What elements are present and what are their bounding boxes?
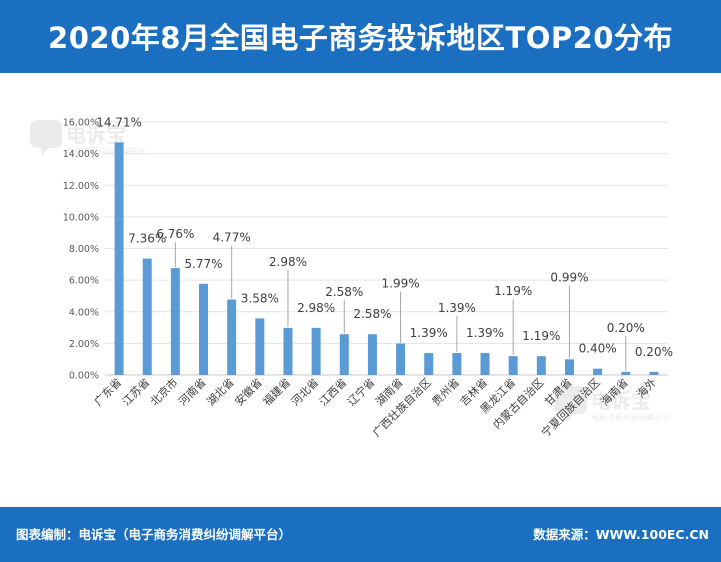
x-axis-labels: 广东省江苏省北京市河南省湖北省安徽省福建省河北省江西省辽宁省湖南省广西壮族自治区… <box>92 375 659 439</box>
bar <box>564 359 574 375</box>
data-label: 1.19% <box>522 329 560 343</box>
bar <box>452 353 462 375</box>
watermark-icon <box>555 386 587 422</box>
x-tick-label: 贵州省 <box>429 376 462 409</box>
bars <box>114 142 659 375</box>
x-tick-label: 安徽省 <box>232 375 265 408</box>
y-tick-label: 8.00% <box>69 244 99 255</box>
bar <box>170 268 180 375</box>
y-tick-label: 0.00% <box>69 371 99 382</box>
x-tick-label: 江西省 <box>317 376 350 409</box>
data-label: 2.98% <box>297 301 335 315</box>
data-label: 1.99% <box>382 277 420 291</box>
bar <box>114 142 124 375</box>
bar <box>367 334 377 375</box>
watermark-subtext: 电商消费纠纷调解平台 <box>591 412 671 422</box>
bar <box>480 353 490 375</box>
y-tick-label: 16.00% <box>63 118 99 129</box>
data-label: 0.20% <box>607 321 645 335</box>
data-label: 1.39% <box>438 301 476 315</box>
data-label: 0.20% <box>635 345 673 359</box>
footer-banner: 图表编制：电诉宝（电子商务消费纠纷调解平台） 数据来源：WWW.100EC.CN <box>0 507 721 562</box>
x-tick-label: 福建省 <box>260 375 293 408</box>
x-tick-label: 辽宁省 <box>344 375 377 408</box>
data-labels: 14.71% 7.36%6.76% 5.77% 4.77% 3.58% 2.98% 2.98… <box>96 115 673 358</box>
x-tick-label: 湖北省 <box>204 376 237 409</box>
data-label: 2.58% <box>353 307 391 321</box>
data-label: 3.58% <box>241 291 279 305</box>
watermark-icon <box>30 120 62 156</box>
bar <box>339 334 349 375</box>
y-tick-label: 4.00% <box>69 307 99 318</box>
data-label: 0.99% <box>550 270 588 284</box>
data-label: 2.58% <box>325 285 363 299</box>
y-axis-ticks: 0.00% 2.00% 4.00% 6.00% 8.00% 10.00% 12.00% 14.… <box>63 118 99 382</box>
bar <box>424 353 434 375</box>
x-tick-label: 河北省 <box>289 376 322 409</box>
data-label: 7.36% <box>128 232 166 246</box>
data-label: 2.98% <box>269 255 307 269</box>
title-banner: 2020年8月全国电子商务投诉地区TOP20分布 <box>0 0 721 73</box>
data-label: 6.76% <box>156 227 194 241</box>
data-label: 4.77% <box>213 231 251 245</box>
data-label: 1.39% <box>466 326 504 340</box>
bar <box>283 327 293 375</box>
bar <box>255 318 265 375</box>
y-tick-label: 14.00% <box>63 149 99 160</box>
x-tick-label: 河南省 <box>176 376 209 409</box>
data-source: 数据来源：WWW.100EC.CN <box>533 527 709 542</box>
bar <box>593 368 603 375</box>
data-label: 0.40% <box>579 342 617 356</box>
watermark-text: 电诉宝 <box>591 389 651 413</box>
bar <box>508 356 518 375</box>
bar <box>142 258 152 375</box>
gridlines <box>105 121 668 376</box>
watermark-subtext: 电商消费纠纷调解平台 <box>66 146 146 156</box>
y-tick-label: 2.00% <box>69 339 99 350</box>
data-label: 5.77% <box>184 257 222 271</box>
bar <box>311 327 321 375</box>
bar <box>536 356 546 375</box>
data-label: 14.71% <box>96 115 142 129</box>
chart-credit: 图表编制：电诉宝（电子商务消费纠纷调解平台） <box>16 527 292 542</box>
chart-title: 2020年8月全国电子商务投诉地区TOP20分布 <box>48 21 673 55</box>
y-tick-label: 10.00% <box>63 212 99 223</box>
bar <box>621 371 631 375</box>
data-label: 1.39% <box>410 326 448 340</box>
y-tick-label: 12.00% <box>63 181 99 192</box>
bar <box>396 343 406 375</box>
bar <box>199 283 209 375</box>
x-tick-label: 北京市 <box>147 375 180 408</box>
bar <box>227 299 237 375</box>
y-tick-label: 6.00% <box>69 276 99 287</box>
x-tick-label: 江苏省 <box>120 376 153 409</box>
bar <box>649 371 659 375</box>
label-leader-lines <box>174 242 627 371</box>
data-label: 1.19% <box>494 284 532 298</box>
